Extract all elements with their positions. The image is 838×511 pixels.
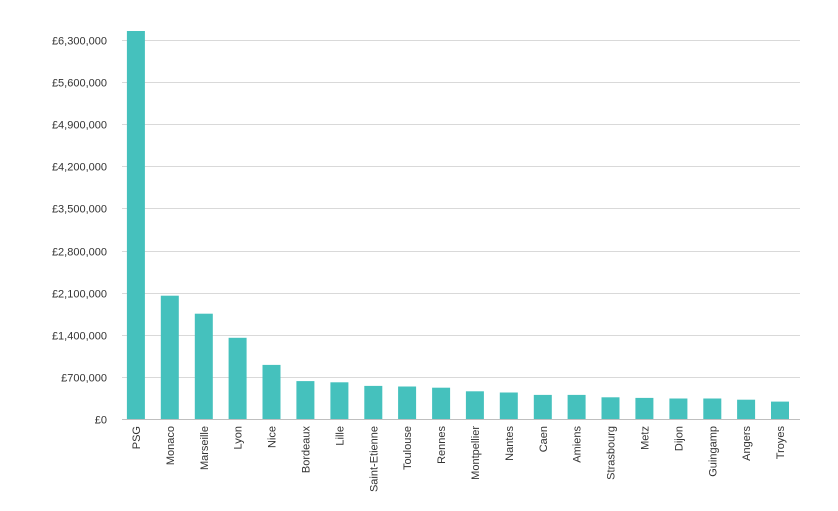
x-tick-label: PSG <box>131 426 143 449</box>
bar-caen <box>533 394 552 419</box>
x-tick-label: Metz <box>639 426 651 450</box>
bar-amiens <box>567 394 586 419</box>
bar-nice <box>262 364 281 419</box>
bar-guingamp <box>703 398 722 419</box>
x-tick-label: Angers <box>741 426 753 461</box>
x-tick-label: Nantes <box>504 426 516 461</box>
bar-lyon <box>228 337 247 419</box>
y-tick-label: £2,100,000 <box>52 289 107 301</box>
bars <box>126 31 789 419</box>
bar-toulouse <box>398 386 417 419</box>
x-tick-label: Caen <box>538 426 550 452</box>
bar-lille <box>330 382 349 419</box>
x-tick-label: Guingamp <box>707 426 719 477</box>
x-tick-label: Saint-Etienne <box>368 426 380 492</box>
x-tick-label: Lille <box>334 426 346 446</box>
x-tick-label: Nice <box>267 426 279 448</box>
x-tick-label: Montpellier <box>470 426 482 480</box>
bar-dijon <box>669 398 688 419</box>
bar-strasbourg <box>601 397 620 419</box>
y-tick-label: £6,300,000 <box>52 36 107 48</box>
bar-bordeaux <box>296 381 315 419</box>
x-tick-label: Lyon <box>233 426 245 449</box>
x-tick-label: Amiens <box>572 426 584 463</box>
y-tick-label: £5,600,000 <box>52 78 107 90</box>
y-tick-label: £4,900,000 <box>52 120 107 132</box>
bar-psg <box>126 31 145 419</box>
bar-angers <box>737 399 756 419</box>
x-axis-tick-labels: PSG Monaco Marseille Lyon Nice Bordeaux Lille S… <box>131 426 787 493</box>
x-tick-label: Monaco <box>165 426 177 465</box>
x-tick-label: Rennes <box>436 426 448 464</box>
bar-nantes <box>499 392 518 419</box>
y-tick-label: £4,200,000 <box>52 162 107 174</box>
bar-rennes <box>432 387 451 419</box>
y-tick-label: £3,500,000 <box>52 204 107 216</box>
y-axis-tick-labels: £0 £700,000 £1,400,000 £2,100,000 £2,800,000… <box>52 36 107 427</box>
bar-marseille <box>194 313 213 419</box>
x-tick-label: Marseille <box>199 426 211 470</box>
x-tick-label: Dijon <box>673 426 685 451</box>
y-tick-label: £700,000 <box>61 373 107 385</box>
x-tick-label: Strasbourg <box>606 426 618 480</box>
bar-monaco <box>160 295 179 419</box>
bar-troyes <box>771 401 789 419</box>
gridlines <box>122 40 800 420</box>
bar-montpellier <box>465 391 484 419</box>
bar-saint-etienne <box>364 385 383 419</box>
y-tick-label: £0 <box>95 415 107 427</box>
y-tick-label: £1,400,000 <box>52 331 107 343</box>
bar-metz <box>635 397 654 419</box>
x-tick-label: Bordeaux <box>300 426 312 474</box>
y-tick-label: £2,800,000 <box>52 247 107 259</box>
x-tick-label: Troyes <box>775 426 787 460</box>
x-tick-label: Toulouse <box>402 426 414 470</box>
